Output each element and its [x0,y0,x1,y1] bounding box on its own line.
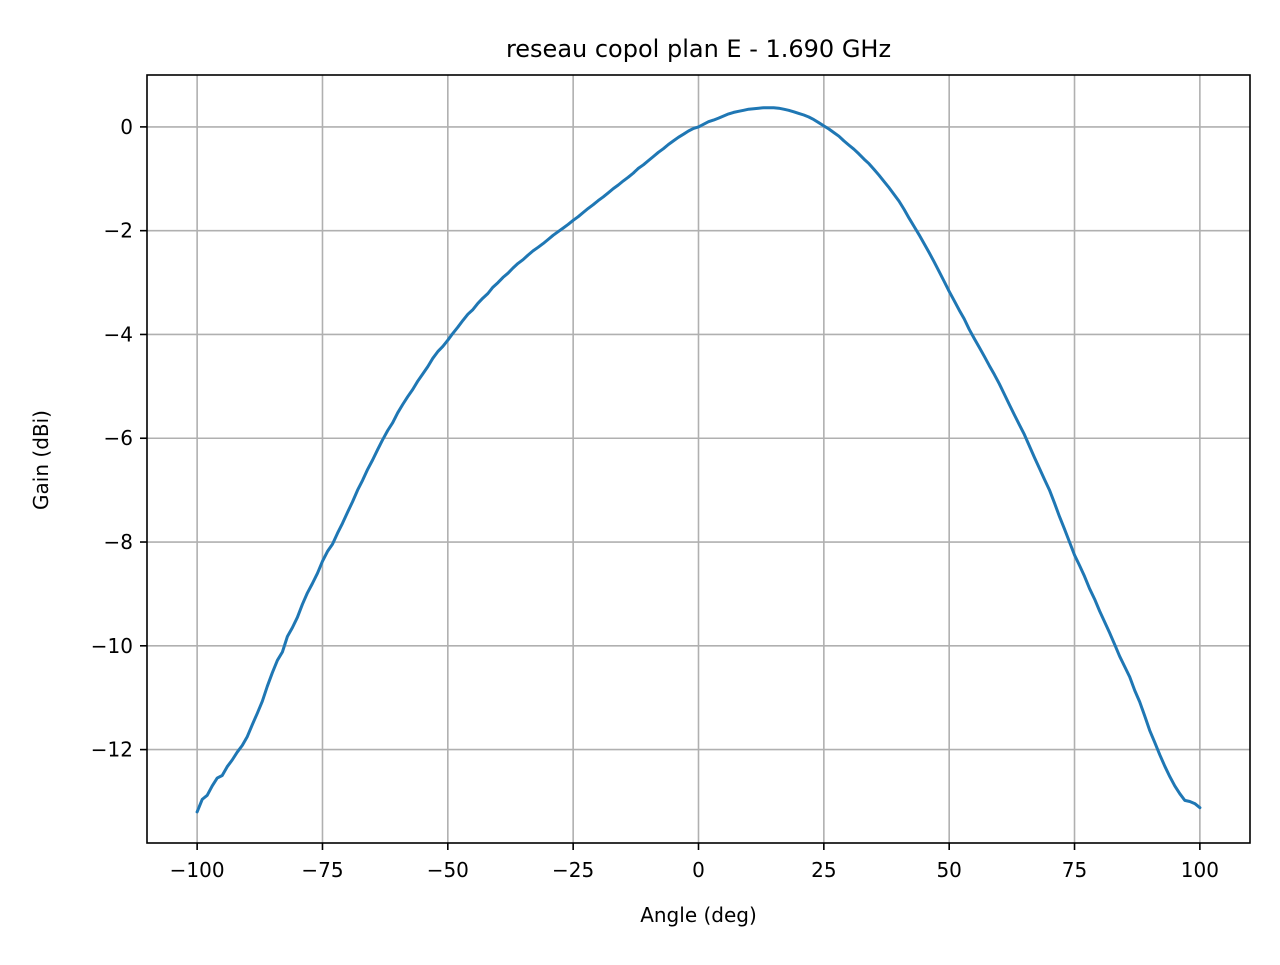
x-tick-label: −100 [170,858,225,882]
y-tick-label: −6 [104,426,133,450]
x-tick-label: 25 [811,858,836,882]
x-tick-label: 100 [1181,858,1219,882]
x-tick-label: −25 [552,858,594,882]
series-layer [195,106,1202,814]
x-axis-label: Angle (deg) [640,903,757,927]
y-tick-label: −2 [104,219,133,243]
chart-title: reseau copol plan E - 1.690 GHz [506,35,891,63]
y-tick-label: −12 [91,738,133,762]
series-line [195,106,1202,814]
y-axis: 0 −2 −4 −6 −8 −10 −12 [91,115,147,762]
y-tick-label: −10 [91,634,133,658]
x-tick-label: 0 [692,858,705,882]
x-axis: −100 −75 −50 −25 0 25 50 75 100 [170,843,1219,882]
y-tick-label: −4 [104,322,133,346]
y-axis-label: Gain (dBi) [29,410,53,510]
x-tick-label: −75 [301,858,343,882]
y-tick-label: 0 [120,115,133,139]
grid [147,75,1250,843]
x-tick-label: 75 [1062,858,1087,882]
x-tick-label: −50 [427,858,469,882]
y-tick-label: −8 [104,530,133,554]
x-tick-label: 50 [936,858,961,882]
